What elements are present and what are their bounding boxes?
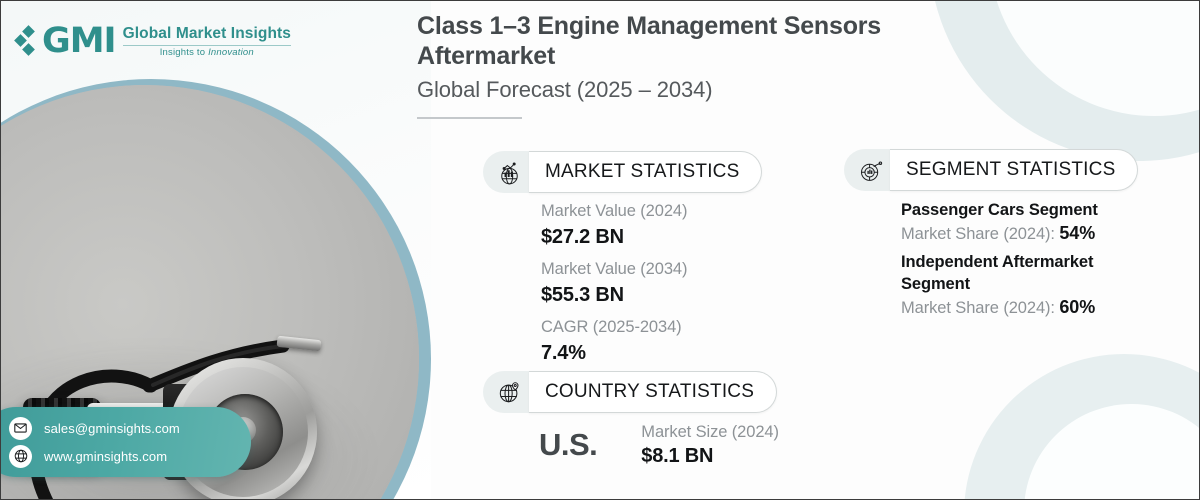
country-statistics-body: U.S. Market Size (2024) $8.1 BN <box>539 421 779 469</box>
country-metric-label: Market Size (2024) <box>641 423 779 441</box>
tagline-italic: Innovation <box>208 47 254 58</box>
bottom-right-arc-inner <box>1024 404 1199 499</box>
page-title: Class 1–3 Engine Management Sensors Afte… <box>417 12 882 70</box>
brand-tagline: Insights to Innovation <box>123 47 291 58</box>
contact-badge: sales@gminsights.com www.gminsights.com <box>1 407 251 477</box>
market-value-2024-label: Market Value (2024) <box>541 202 688 220</box>
country-metric: Market Size (2024) $8.1 BN <box>641 421 779 469</box>
bottom-right-arc-outer <box>964 354 1199 499</box>
brand-initials: GMI <box>42 20 117 61</box>
segment-1-metric-value: 54% <box>1059 223 1096 243</box>
globe-bar-chart-icon <box>483 151 529 193</box>
contact-website: www.gminsights.com <box>44 448 168 464</box>
contact-website-row[interactable]: www.gminsights.com <box>9 444 251 468</box>
brand-name: Global Market Insights <box>122 25 292 42</box>
header: Class 1–3 Engine Management Sensors Afte… <box>417 11 957 119</box>
segment-statistics-body: Passenger Cars Segment Market Share (202… <box>901 199 1151 325</box>
segment-2-metric-label: Market Share (2024): <box>901 299 1060 317</box>
page-subtitle: Global Forecast (2025 – 2034) <box>417 77 713 102</box>
market-statistics-body: Market Value (2024) $27.2 BN Market Valu… <box>541 199 781 373</box>
segment-statistics-header[interactable]: SEGMENT STATISTICS <box>844 149 1139 191</box>
cagr-label: CAGR (2025-2034) <box>541 318 682 336</box>
market-statistics-header[interactable]: MARKET STATISTICS <box>483 151 763 193</box>
segment-2-name: Independent Aftermarket Segment <box>901 253 1094 293</box>
tagline-plain: Insights to <box>159 47 209 58</box>
donut-chart-arrow-icon <box>844 149 890 191</box>
segment-1-metric: Market Share (2024): 54% <box>901 221 1151 247</box>
brand-wordmark: Global Market Insights Insights to Innov… <box>122 23 292 58</box>
envelope-icon <box>9 416 32 440</box>
segment-2-metric: Market Share (2024): 60% <box>901 295 1151 321</box>
cagr-value: 7.4% <box>541 342 586 364</box>
country-statistics-header[interactable]: COUNTRY STATISTICS <box>483 371 778 413</box>
country-statistics-label: COUNTRY STATISTICS <box>529 371 778 413</box>
brand-logo[interactable]: GMI Global Market Insights Insights to I… <box>14 20 292 61</box>
contact-email: sales@gminsights.com <box>44 420 180 436</box>
segment-1-name: Passenger Cars Segment <box>901 201 1098 219</box>
contact-email-row[interactable]: sales@gminsights.com <box>9 416 251 440</box>
market-value-2034-value: $55.3 BN <box>541 284 624 306</box>
market-value-2024-value: $27.2 BN <box>541 226 624 248</box>
top-right-arc-outer <box>929 1 1199 161</box>
gmi-logo-icon <box>14 24 35 58</box>
country-name: U.S. <box>539 427 598 462</box>
top-right-arc-inner <box>989 1 1199 116</box>
header-divider <box>417 117 522 119</box>
segment-2-metric-value: 60% <box>1059 297 1096 317</box>
globe-pin-icon <box>483 371 529 413</box>
globe-www-icon <box>9 444 32 468</box>
market-value-2034-label: Market Value (2034) <box>541 260 688 278</box>
segment-1-metric-label: Market Share (2024): <box>901 225 1060 243</box>
segment-statistics-label: SEGMENT STATISTICS <box>890 149 1139 191</box>
market-statistics-label: MARKET STATISTICS <box>529 151 763 193</box>
country-metric-value: $8.1 BN <box>641 445 714 467</box>
brand-divider <box>122 45 292 46</box>
